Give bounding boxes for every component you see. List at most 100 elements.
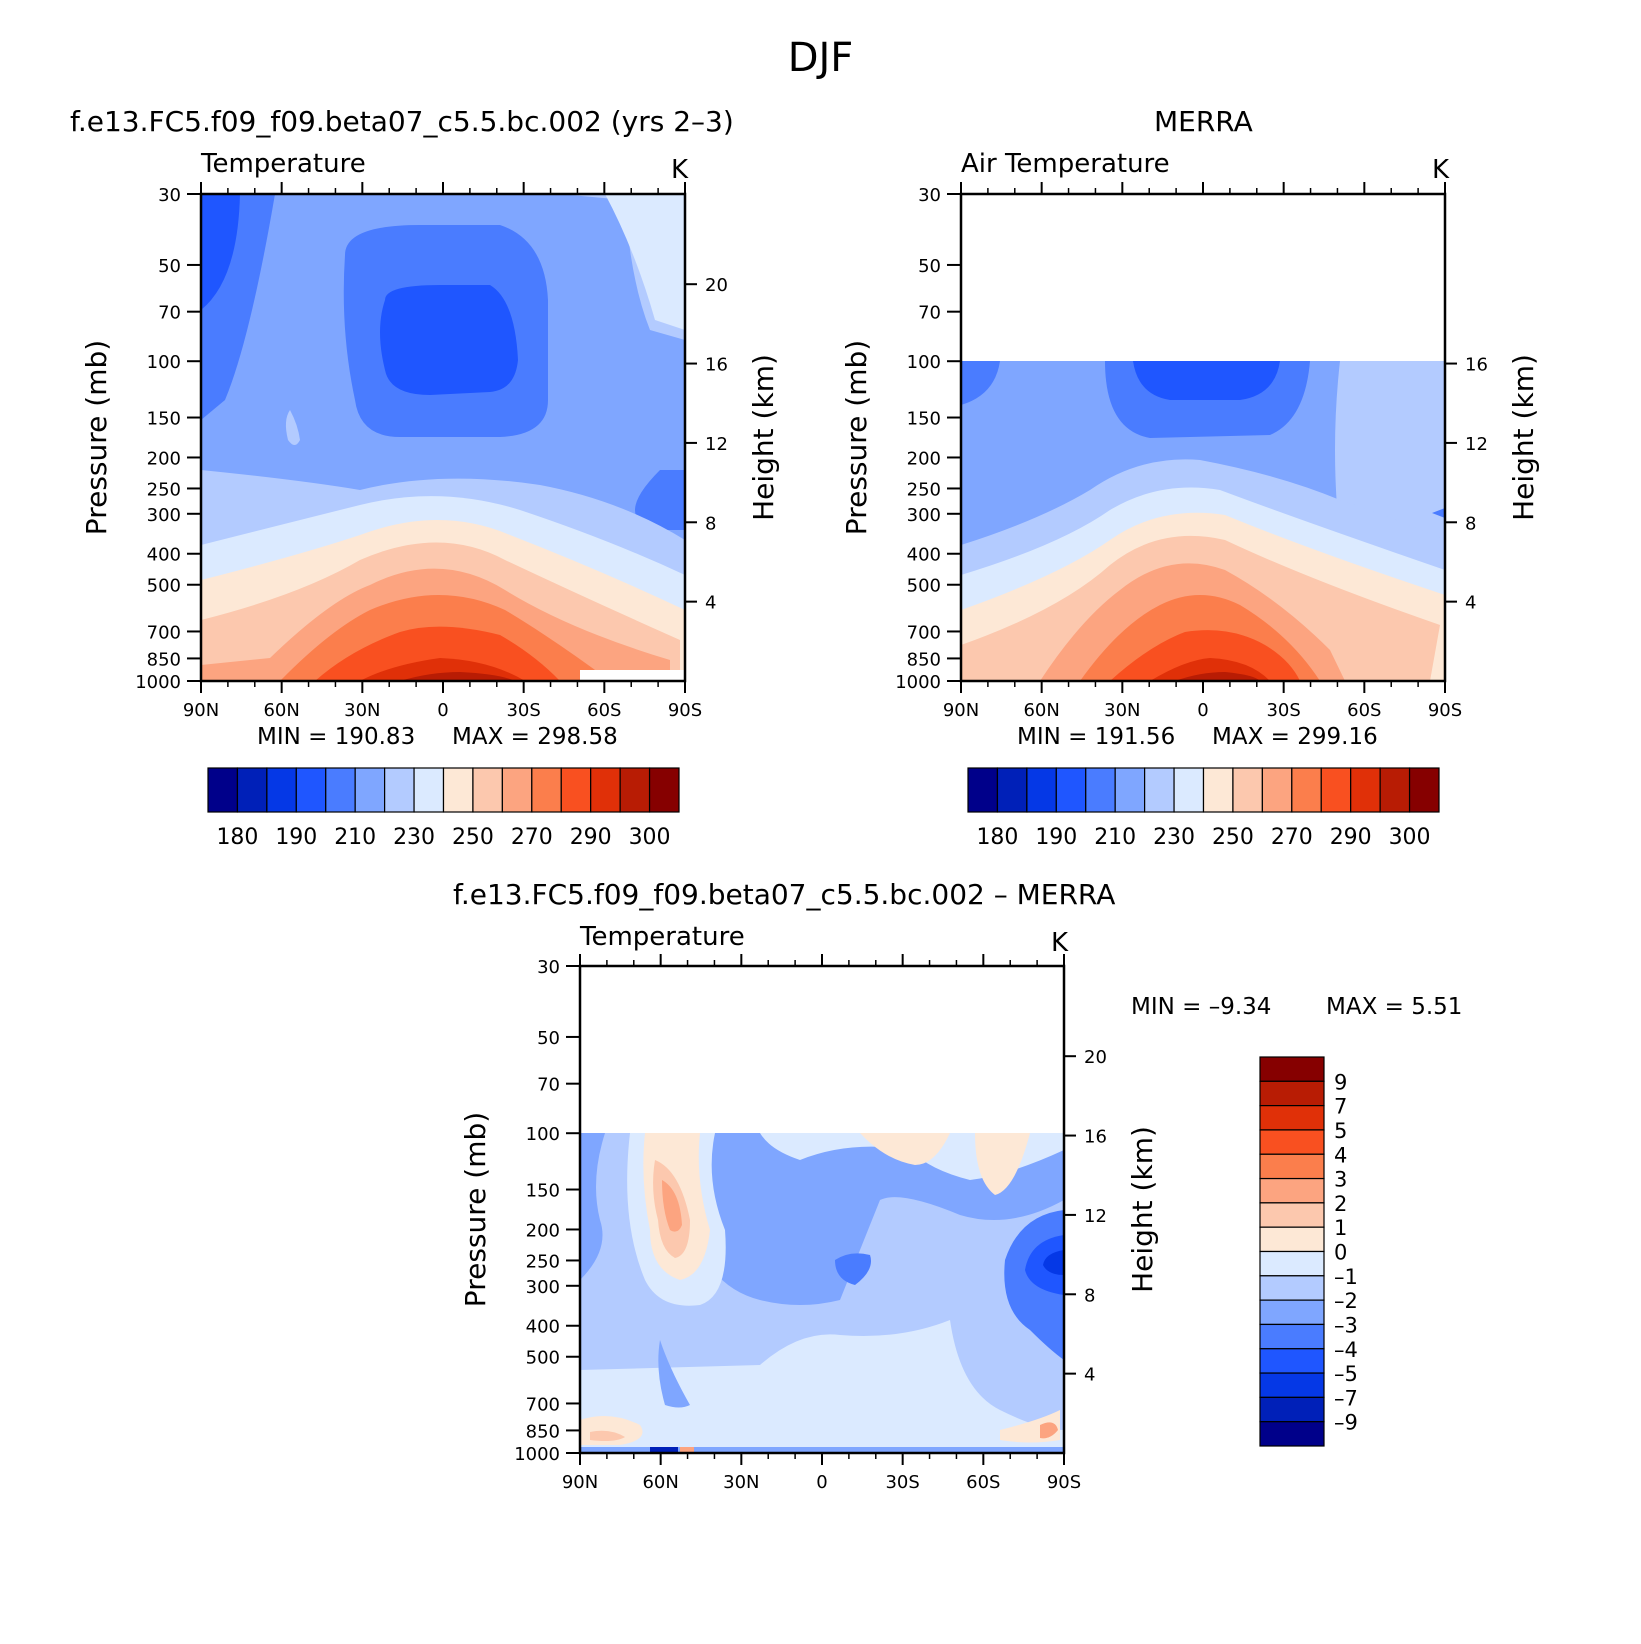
- height-tick-label: 16: [1084, 1127, 1107, 1148]
- colorbar-label: 9: [1334, 1070, 1347, 1094]
- contour-fill-2-surface: [680, 1447, 694, 1453]
- height-tick-label: 12: [1084, 1206, 1107, 1227]
- colorbar-swatch: [1261, 767, 1293, 813]
- colorbar-label: 210: [334, 825, 376, 850]
- lat-tick-label: 60N: [263, 700, 299, 721]
- lat-tick-label: 30N: [1104, 700, 1140, 721]
- colorbar-swatch: [1114, 767, 1146, 813]
- colorbar-swatch: [1259, 1105, 1325, 1131]
- colorbar-swatch: [560, 767, 592, 813]
- colorbar-label: 0: [1334, 1241, 1347, 1265]
- model-panel-title: f.e13.FC5.f09_f09.beta07_c5.5.bc.002 (yr…: [70, 105, 734, 138]
- pressure-tick-label: 850: [907, 649, 941, 670]
- height-tick-label: 4: [1465, 593, 1476, 614]
- colorbar-swatch: [1259, 1153, 1325, 1180]
- lat-tick-label: 90S: [1428, 700, 1462, 721]
- colorbar-swatch: [1259, 1177, 1325, 1204]
- figure-title: DJF: [787, 35, 854, 81]
- model-subtitle: Temperature: [201, 149, 366, 179]
- colorbar-label: –7: [1334, 1386, 1358, 1410]
- diff-min-label: MIN = –9.34: [1131, 994, 1272, 1020]
- colorbar-swatch: [472, 767, 503, 813]
- colorbar-swatch: [1202, 767, 1234, 813]
- contour-fill-minus3-left: [580, 1133, 605, 1280]
- colorbar-label: 3: [1334, 1168, 1347, 1192]
- pressure-tick-label: 70: [158, 303, 181, 324]
- colorbar-swatch: [1259, 1275, 1325, 1301]
- contour-fill-2-lower-right: [1040, 1422, 1058, 1439]
- pressure-tick-label: 30: [158, 185, 181, 206]
- merra-units: K: [1432, 155, 1450, 185]
- colorbar-swatch: [1173, 767, 1205, 813]
- colorbar-label: 300: [1389, 825, 1431, 850]
- contour-fill-220-right: [1335, 361, 1445, 540]
- model-axes: 305070100150200250300400500700850100090N…: [80, 182, 780, 721]
- height-tick-label: 12: [705, 434, 728, 455]
- contour-fill-190-core: [380, 285, 518, 395]
- colorbar-label: –4: [1334, 1338, 1358, 1362]
- contour-fill-190-core: [1133, 361, 1280, 400]
- pressure-tick-label: 700: [526, 1394, 560, 1415]
- lat-tick-label: 90S: [668, 700, 702, 721]
- colorbar-swatch: [266, 767, 297, 813]
- colorbar-label: –9: [1334, 1411, 1358, 1435]
- contour-fill-230-a: [605, 194, 685, 330]
- colorbar-label: 190: [1035, 825, 1077, 850]
- pressure-tick-label: 100: [907, 352, 941, 373]
- lat-tick-label: 60N: [1023, 700, 1059, 721]
- pressure-tick-label: 400: [526, 1317, 560, 1338]
- colorbar-swatch: [1259, 1226, 1325, 1253]
- height-tick-label: 4: [1084, 1365, 1095, 1386]
- colorbar-swatch: [1085, 767, 1116, 813]
- colorbar-label: 180: [216, 825, 258, 850]
- colorbar-label: –3: [1334, 1313, 1358, 1337]
- colorbar-swatch: [1232, 767, 1263, 813]
- pressure-axis-label: Pressure (mb): [840, 340, 873, 535]
- lat-tick-label: 60S: [587, 700, 621, 721]
- height-axis-label: Height (km): [1126, 1126, 1159, 1293]
- pressure-tick-label: 200: [907, 448, 941, 469]
- model-max-label: MAX = 298.58: [452, 724, 618, 750]
- merra-subtitle: Air Temperature: [961, 149, 1170, 179]
- contour-fill-200-right: [635, 470, 685, 530]
- height-tick-label: 16: [1465, 355, 1488, 376]
- colorbar-label: 1: [1334, 1216, 1347, 1240]
- pressure-tick-label: 100: [526, 1124, 560, 1145]
- diff-units: K: [1051, 928, 1069, 958]
- pressure-tick-label: 200: [526, 1220, 560, 1241]
- colorbar-label: 4: [1334, 1143, 1347, 1167]
- colorbar-swatch: [967, 767, 999, 813]
- colorbar-swatch: [1259, 1396, 1325, 1423]
- lat-tick-label: 30N: [344, 700, 380, 721]
- pressure-tick-label: 30: [918, 185, 941, 206]
- colorbar-label: 230: [393, 825, 435, 850]
- colorbar-swatch: [442, 767, 474, 813]
- pressure-tick-label: 150: [907, 409, 941, 430]
- pressure-tick-label: 500: [907, 576, 941, 597]
- pressure-tick-label: 30: [537, 957, 560, 978]
- colorbar-label: 7: [1334, 1095, 1347, 1119]
- colorbar-swatch: [531, 767, 562, 813]
- colorbar-label: 230: [1153, 825, 1195, 850]
- pressure-axis-label: Pressure (mb): [459, 1112, 492, 1307]
- pressure-tick-label: 400: [147, 545, 181, 566]
- colorbar-swatch: [1026, 767, 1057, 813]
- colorbar-swatch: [996, 767, 1028, 813]
- colorbar-swatch: [590, 767, 621, 813]
- model-colorbar: 180 190 210 230 250 270 290 300: [207, 767, 680, 850]
- contour-fill-minus7-surface: [650, 1447, 678, 1453]
- colorbar-swatch: [325, 767, 356, 813]
- pressure-tick-label: 500: [526, 1348, 560, 1369]
- colorbar-label: 270: [511, 825, 553, 850]
- contour-fill-280-band: [315, 626, 560, 681]
- lat-tick-label: 60N: [642, 1472, 678, 1493]
- pressure-tick-label: 300: [147, 505, 181, 526]
- lat-tick-label: 60S: [1347, 700, 1381, 721]
- pressure-tick-label: 300: [907, 505, 941, 526]
- merra-panel-title: MERRA: [1154, 105, 1253, 138]
- colorbar-label: 2: [1334, 1192, 1347, 1216]
- colorbar-swatch: [619, 767, 651, 813]
- lat-tick-label: 90N: [943, 700, 979, 721]
- pressure-tick-label: 500: [147, 576, 181, 597]
